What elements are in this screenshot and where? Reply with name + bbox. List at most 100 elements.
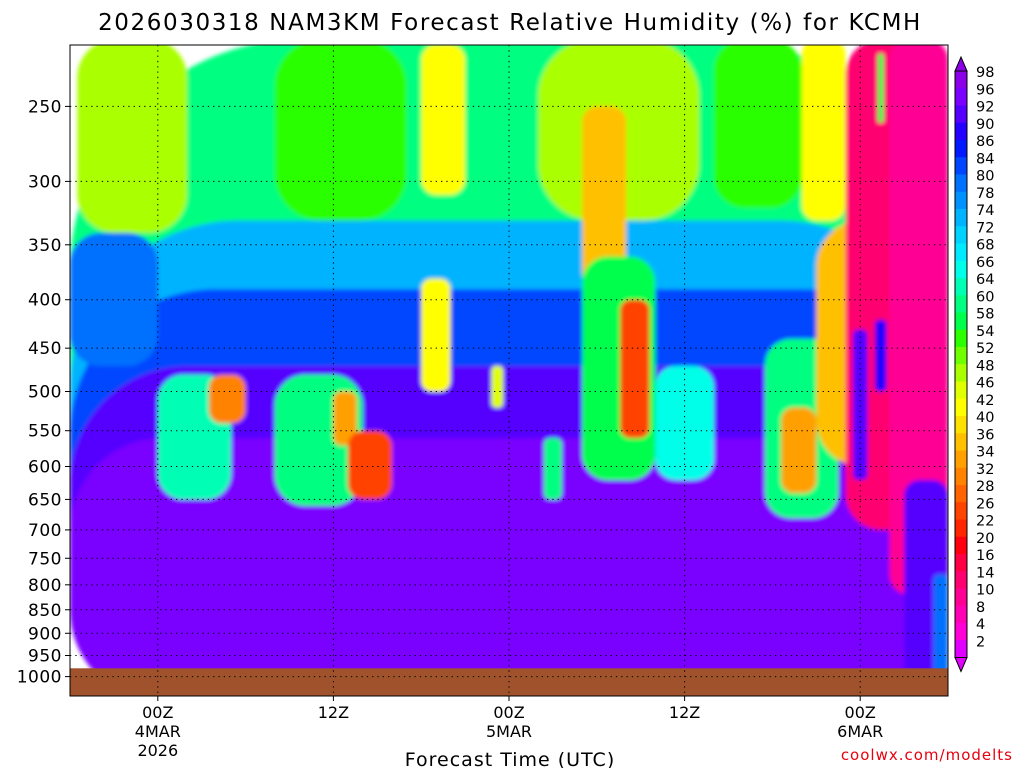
colorbar-swatch (955, 312, 967, 331)
y-tick-label: 800 (28, 576, 62, 596)
colorbar-label: 98 (976, 65, 994, 81)
rh-region-20 (544, 438, 562, 500)
y-tick-label: 550 (28, 422, 62, 442)
colorbar-swatch (955, 433, 967, 451)
colorbar-label: 40 (976, 410, 994, 426)
colorbar-swatch (955, 174, 967, 193)
rh-region-30 (874, 319, 887, 392)
rh-region-12 (70, 232, 158, 367)
colorbar-label: 92 (976, 100, 994, 116)
colorbar-top-arrow (954, 55, 968, 72)
colorbar-swatch (955, 209, 967, 227)
colorbar-label: 84 (976, 151, 994, 167)
y-tick-label: 700 (28, 521, 62, 541)
colorbar-swatch (955, 588, 967, 607)
rh-region-28 (889, 45, 948, 595)
rh-region-17 (348, 430, 392, 500)
y-tick-label: 300 (28, 172, 62, 192)
colorbar-label: 20 (976, 531, 994, 547)
colorbar-label: 64 (976, 272, 994, 288)
colorbar-swatch (955, 329, 967, 348)
colorbar-swatch (955, 571, 967, 589)
colorbar-label: 60 (976, 289, 994, 305)
colorbar-label: 86 (976, 134, 994, 150)
credit-text[interactable]: coolwx.com/modelts (841, 746, 1013, 764)
colorbar-swatch (955, 640, 967, 658)
x-tick-label: 00Z (142, 703, 173, 722)
rh-region-14 (209, 374, 246, 424)
y-tick-label: 650 (28, 490, 62, 510)
colorbar-label: 8 (976, 600, 985, 616)
colorbar-swatch (955, 364, 967, 382)
colorbar-label: 28 (976, 479, 994, 495)
colorbar-label: 74 (976, 203, 994, 219)
y-tick-label: 950 (28, 647, 62, 667)
colorbar-swatch (955, 157, 967, 175)
colorbar-label: 46 (976, 376, 994, 392)
rh-region-25 (781, 407, 817, 494)
y-tick-label: 750 (28, 549, 62, 569)
colorbar-label: 72 (976, 220, 994, 236)
colorbar-swatch (955, 260, 967, 279)
colorbar-label: 4 (976, 617, 985, 633)
rh-region-16 (333, 391, 357, 446)
colorbar-label: 68 (976, 238, 994, 254)
y-tick-label: 900 (28, 624, 62, 644)
rh-region-9 (421, 45, 466, 195)
colorbar-label: 52 (976, 341, 994, 357)
rh-region-18 (421, 278, 451, 392)
colorbar-label: 36 (976, 427, 994, 443)
x-tick-label: 00Z (845, 703, 876, 722)
rh-region-23 (655, 366, 714, 480)
colorbar-swatch (955, 416, 967, 434)
x-tick-label: 4MAR (135, 722, 181, 741)
rh-region-10 (713, 45, 802, 208)
rh-region-22 (620, 299, 650, 439)
colorbar-swatch (955, 347, 967, 365)
colorbar-label: 80 (976, 169, 994, 185)
rh-region-29 (852, 329, 868, 480)
y-tick-label: 250 (28, 97, 62, 117)
x-tick-label: 6MAR (837, 722, 883, 741)
colorbar-label: 42 (976, 393, 994, 409)
chart-title: 2026030318 NAM3KM Forecast Relative Humi… (98, 10, 922, 36)
colorbar-label: 26 (976, 496, 994, 512)
colorbar-label: 90 (976, 117, 994, 133)
y-tick-label: 400 (28, 291, 62, 311)
colorbar-swatch (955, 554, 967, 572)
colorbar-frame (954, 70, 968, 658)
colorbar-label: 78 (976, 186, 994, 202)
rh-region-4 (70, 438, 948, 696)
y-tick-label: 1000 (17, 668, 62, 688)
x-tick-label: 2026 (137, 741, 178, 760)
colorbar: 9896929086848078747268666460585452484642… (954, 55, 994, 673)
colorbar-swatch (955, 605, 967, 624)
rh-region-6 (274, 45, 407, 221)
colorbar-label: 48 (976, 358, 994, 374)
colorbar-swatch (955, 381, 967, 400)
colorbar-label: 32 (976, 462, 994, 478)
colorbar-label: 14 (976, 565, 994, 581)
y-tick-label: 850 (28, 601, 62, 621)
colorbar-swatch (955, 140, 967, 158)
dotted-grid (70, 45, 948, 696)
colorbar-swatch (955, 502, 967, 520)
colorbar-label: 10 (976, 583, 994, 599)
rh-region-31 (877, 53, 884, 123)
rh-region-8 (582, 106, 627, 290)
colorbar-swatch (955, 519, 967, 538)
y-tick-label: 600 (28, 457, 62, 477)
colorbar-label: 54 (976, 324, 994, 340)
rh-region-19 (491, 366, 504, 408)
colorbar-swatch (955, 122, 967, 141)
humidity-field (70, 45, 948, 696)
y-axis: 250 300 350 400 450 500 550 600 650 700 750 800 850 9… (17, 97, 70, 688)
colorbar-swatch (955, 450, 967, 469)
colorbar-label: 2 (976, 634, 985, 650)
colorbar-swatch (955, 71, 967, 89)
colorbar-swatch (955, 243, 967, 262)
colorbar-bottom-arrow (954, 657, 968, 673)
colorbar-swatch (955, 295, 967, 313)
